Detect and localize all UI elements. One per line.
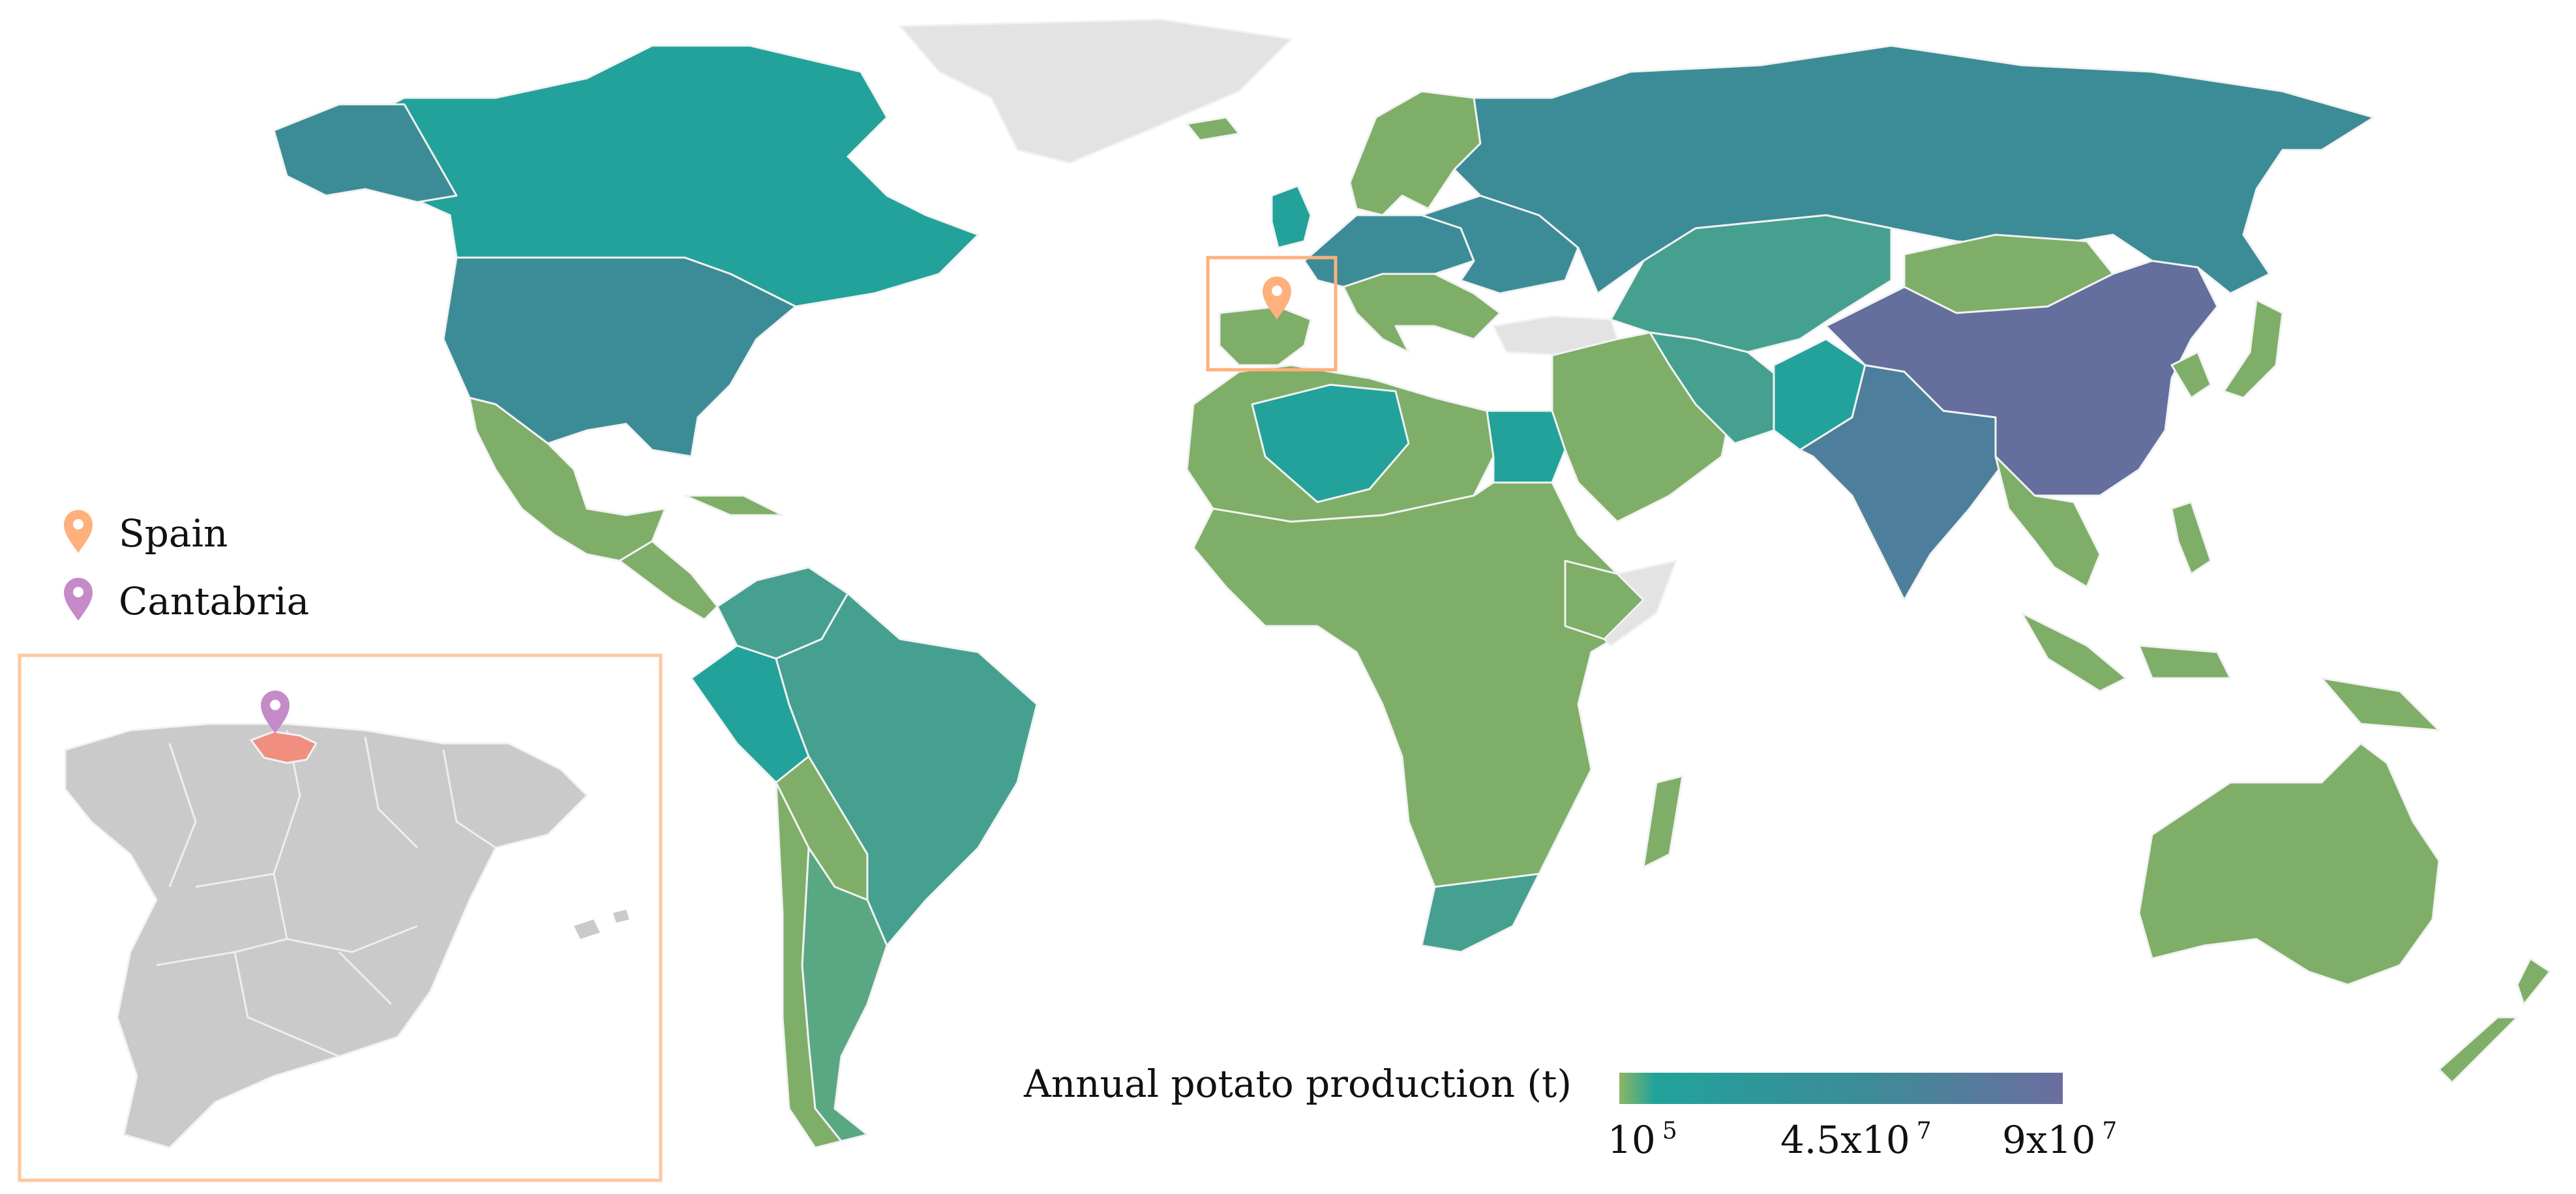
country-new-zealand <box>2438 957 2551 1084</box>
country-cuba <box>683 494 784 516</box>
colorbar-title: Annual potato production (t) <box>1023 1062 1572 1106</box>
country-mexico <box>468 396 666 562</box>
country-japan <box>2223 299 2284 399</box>
cantabria-map-pin-icon <box>261 691 290 734</box>
spain-inset-regions <box>156 730 496 1058</box>
colorbar <box>1619 1073 2063 1104</box>
country-south-africa <box>1420 873 1540 953</box>
country-australia <box>2138 742 2440 986</box>
legend-spain-label: Spain <box>119 511 228 556</box>
country-egypt <box>1486 410 1566 484</box>
country-spain <box>1218 305 1312 366</box>
colorbar-tick-min: 10 5 <box>1608 1118 1677 1162</box>
region-scandinavia <box>1349 90 1482 216</box>
country-china <box>1825 260 2219 497</box>
country-philippines <box>2170 501 2212 575</box>
spain-map-pin-icon <box>1263 276 1291 320</box>
country-somalia-region <box>1603 560 1677 647</box>
legend-pin-cantabria-icon <box>64 578 93 621</box>
spain-inset-map <box>64 723 588 1149</box>
region-indonesia <box>2020 612 2440 732</box>
country-algeria <box>1251 383 1410 503</box>
region-sub-saharan-africa <box>1192 481 1658 927</box>
country-canada <box>338 44 980 308</box>
region-southeast-asia <box>1994 455 2101 588</box>
country-madagascar <box>1642 775 1684 869</box>
balearic-islands <box>574 910 629 939</box>
legend-cantabria-label: Cantabria <box>119 579 309 623</box>
region-central-america <box>618 540 719 621</box>
cantabria-region <box>250 730 318 764</box>
country-greenland <box>899 18 1293 164</box>
region-korea <box>2170 351 2212 399</box>
spain-highlight-box <box>1206 256 1338 372</box>
colorbar-tick-mid: 4.5x10 7 <box>1780 1118 1932 1162</box>
legend-pin-spain-icon <box>64 510 93 553</box>
region-southern-europe <box>1342 273 1501 353</box>
region-western-europe <box>1303 214 1475 288</box>
country-chile <box>775 781 843 1149</box>
colorbar-tick-max: 9x10 7 <box>2002 1118 2117 1162</box>
country-usa-alaska <box>273 103 458 203</box>
country-uk <box>1270 185 1312 249</box>
country-iceland <box>1186 116 1240 142</box>
